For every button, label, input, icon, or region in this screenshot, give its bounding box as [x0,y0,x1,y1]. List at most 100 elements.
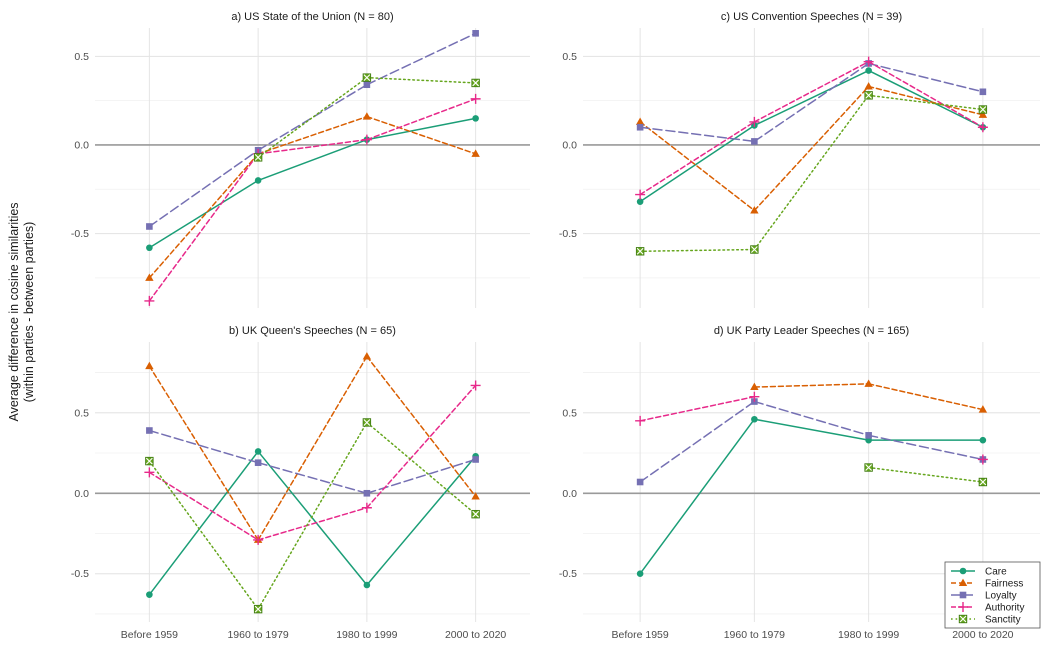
series-line-care [257,450,368,586]
series-fairness [750,379,988,413]
point-authority [144,295,155,306]
legend-marker [958,578,968,586]
point-fairness [362,112,372,120]
point-care [636,570,644,578]
legend-marker [959,567,967,575]
x-tick-label: 2000 to 2020 [445,629,506,641]
series-care [146,115,479,252]
point-sanctity [253,604,263,614]
point-care [363,581,371,589]
point-fairness [978,110,988,118]
series-line-authority [867,60,984,128]
point-care [254,448,262,455]
y-tick-label: 0.5 [74,51,89,63]
series-line-authority [639,395,756,422]
y-tick-label: 0.0 [562,139,577,151]
series-line-care [753,418,870,441]
point-authority [977,454,988,465]
series-line-care [366,117,477,141]
point-fairness [635,117,645,125]
series-line-authority [639,121,756,196]
point-care [636,198,644,205]
series-line-loyalty [148,429,259,464]
point-authority [470,380,481,391]
y-tick-label: 0.0 [74,139,89,151]
point-fairness [471,492,480,500]
point-fairness [145,273,154,281]
series-line-loyalty [639,400,756,483]
panel-b-: b) UK Queen's Speeches (N = 65) -0.5 0.0 0.… [71,325,530,641]
x-tick-label: 1960 to 1979 [227,629,288,641]
series-line-authority [753,60,870,123]
point-loyalty [636,123,644,131]
y-tick-label: 0.5 [562,407,577,419]
series-line-loyalty [639,126,756,143]
series-fairness [635,82,988,214]
point-loyalty [146,427,153,434]
point-loyalty [865,432,872,439]
series-line-fairness [867,383,984,411]
legend-item-sanctity: Sanctity [951,615,1021,626]
legend-marker [958,614,968,624]
series-line-loyalty [753,400,870,437]
panel-d-: d) UK Party Leader Speeches (N = 165) -0.… [559,325,1040,641]
series-line-loyalty [366,32,477,86]
series-sanctity [253,73,480,162]
y-tick-label: -0.5 [71,228,89,240]
point-sanctity [635,247,645,256]
point-authority [253,534,264,545]
point-authority [635,189,646,200]
series-care [146,448,479,598]
series-line-fairness [366,355,477,498]
series-line-authority [366,384,477,509]
series-line-fairness [366,115,477,155]
point-authority [144,467,155,478]
series-line-fairness [639,121,756,212]
point-authority [863,56,874,67]
series-line-authority [257,138,368,155]
point-care [979,436,987,444]
legend-label: Sanctity [985,615,1021,626]
point-loyalty [472,456,479,463]
point-sanctity [362,73,372,82]
legend-item-fairness: Fairness [951,579,1023,590]
series-line-authority [366,98,477,141]
series-line-fairness [148,365,259,541]
point-authority [749,391,760,402]
series-line-care [867,69,984,128]
legend-label: Fairness [985,579,1023,590]
point-loyalty [751,138,758,145]
series-line-loyalty [753,62,870,143]
panel-c-: c) US Convention Speeches (N = 39) -0.5 0.… [559,11,1040,308]
series-line-sanctity [753,94,870,251]
point-care [146,244,153,252]
panel-title: b) UK Queen's Speeches (N = 65) [229,325,396,337]
point-sanctity [864,463,873,472]
point-authority [635,415,646,426]
y-axis-label-line-2: (within parties - between parties) [22,222,36,403]
point-sanctity [362,418,372,427]
point-fairness [864,82,873,90]
y-tick-label: -0.5 [71,568,89,580]
point-loyalty [363,489,371,497]
series-line-loyalty [257,83,368,152]
legend-marker [959,591,967,599]
x-tick-label: Before 1959 [612,629,669,641]
panel-title: c) US Convention Speeches (N = 39) [721,11,902,23]
series-line-sanctity [257,76,368,159]
series-line-sanctity [639,248,756,253]
legend-label: Authority [985,603,1024,614]
point-care [865,67,872,74]
y-tick-label: 0.0 [74,488,89,500]
point-fairness [978,405,988,413]
legend-label: Care [985,567,1007,578]
y-tick-label: -0.5 [559,568,577,580]
series-line-fairness [753,85,870,212]
point-loyalty [979,88,987,96]
series-line-care [148,179,259,249]
series-authority [635,391,988,465]
series-line-sanctity [366,76,477,84]
series-line-sanctity [867,94,984,111]
legend-item-loyalty: Loyalty [951,591,1017,602]
